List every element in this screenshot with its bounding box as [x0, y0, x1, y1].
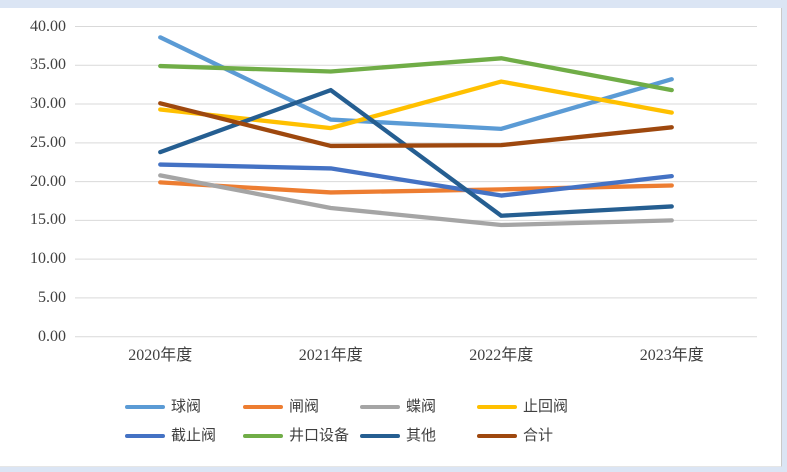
legend-line-marker-globe-valve: [125, 434, 165, 438]
y-tick-label-5: 5.00: [38, 288, 66, 306]
x-category-label-1: 2021年度: [298, 347, 363, 364]
legend-line-marker-check-valve: [477, 405, 517, 409]
legend-label-total: 合计: [523, 428, 554, 444]
y-tick-label-35: 35.00: [30, 56, 66, 74]
legend-label-ball-valve: 球阀: [171, 399, 202, 415]
legend-item-gate-valve: 闸阀: [243, 399, 319, 415]
x-category-label-0: 2020年度: [128, 347, 193, 364]
legend-item-total: 合计: [477, 428, 553, 444]
legend-line-marker-gate-valve: [243, 405, 283, 409]
legend-item-globe-valve: 截止阀: [125, 428, 216, 444]
y-tick-label-30: 30.00: [30, 95, 66, 113]
y-tick-label-10: 10.00: [30, 250, 66, 268]
y-tick-label-25: 25.00: [30, 133, 66, 151]
series-line-check-valve: [158, 79, 674, 131]
legend-label-wellhead-equipment: 井口设备: [289, 428, 350, 444]
legend-label-globe-valve: 截止阀: [171, 428, 217, 444]
series-line-ball-valve: [158, 35, 674, 132]
legend-line-marker-butterfly-valve: [360, 405, 400, 409]
legend-item-check-valve: 止回阀: [477, 399, 568, 415]
legend-item-ball-valve: 球阀: [125, 399, 201, 415]
legend-line-marker-total: [477, 434, 517, 438]
legend-item-other: 其他: [360, 428, 436, 444]
series-line-total: [158, 101, 674, 149]
y-tick-label-40: 40.00: [30, 17, 66, 35]
legend-line-marker-other: [360, 434, 400, 438]
x-category-label-3: 2023年度: [639, 347, 704, 364]
series-line-globe-valve: [158, 162, 674, 198]
series-line-wellhead-equipment: [158, 56, 674, 93]
y-tick-label-15: 15.00: [30, 211, 66, 229]
legend-label-check-valve: 止回阀: [523, 399, 569, 415]
legend-label-other: 其他: [406, 428, 437, 444]
legend-item-butterfly-valve: 蝶阀: [360, 399, 436, 415]
series-line-other: [158, 87, 674, 218]
legend-label-gate-valve: 闸阀: [289, 399, 320, 415]
legend-item-wellhead-equipment: 井口设备: [243, 428, 349, 444]
y-tick-label-0: 0.00: [38, 327, 66, 345]
y-tick-label-20: 20.00: [30, 172, 66, 190]
legend-label-butterfly-valve: 蝶阀: [406, 399, 437, 415]
legend-line-marker-wellhead-equipment: [243, 434, 283, 438]
legend-line-marker-ball-valve: [125, 405, 165, 409]
series-line-butterfly-valve: [158, 173, 674, 228]
x-category-label-2: 2022年度: [469, 347, 534, 364]
